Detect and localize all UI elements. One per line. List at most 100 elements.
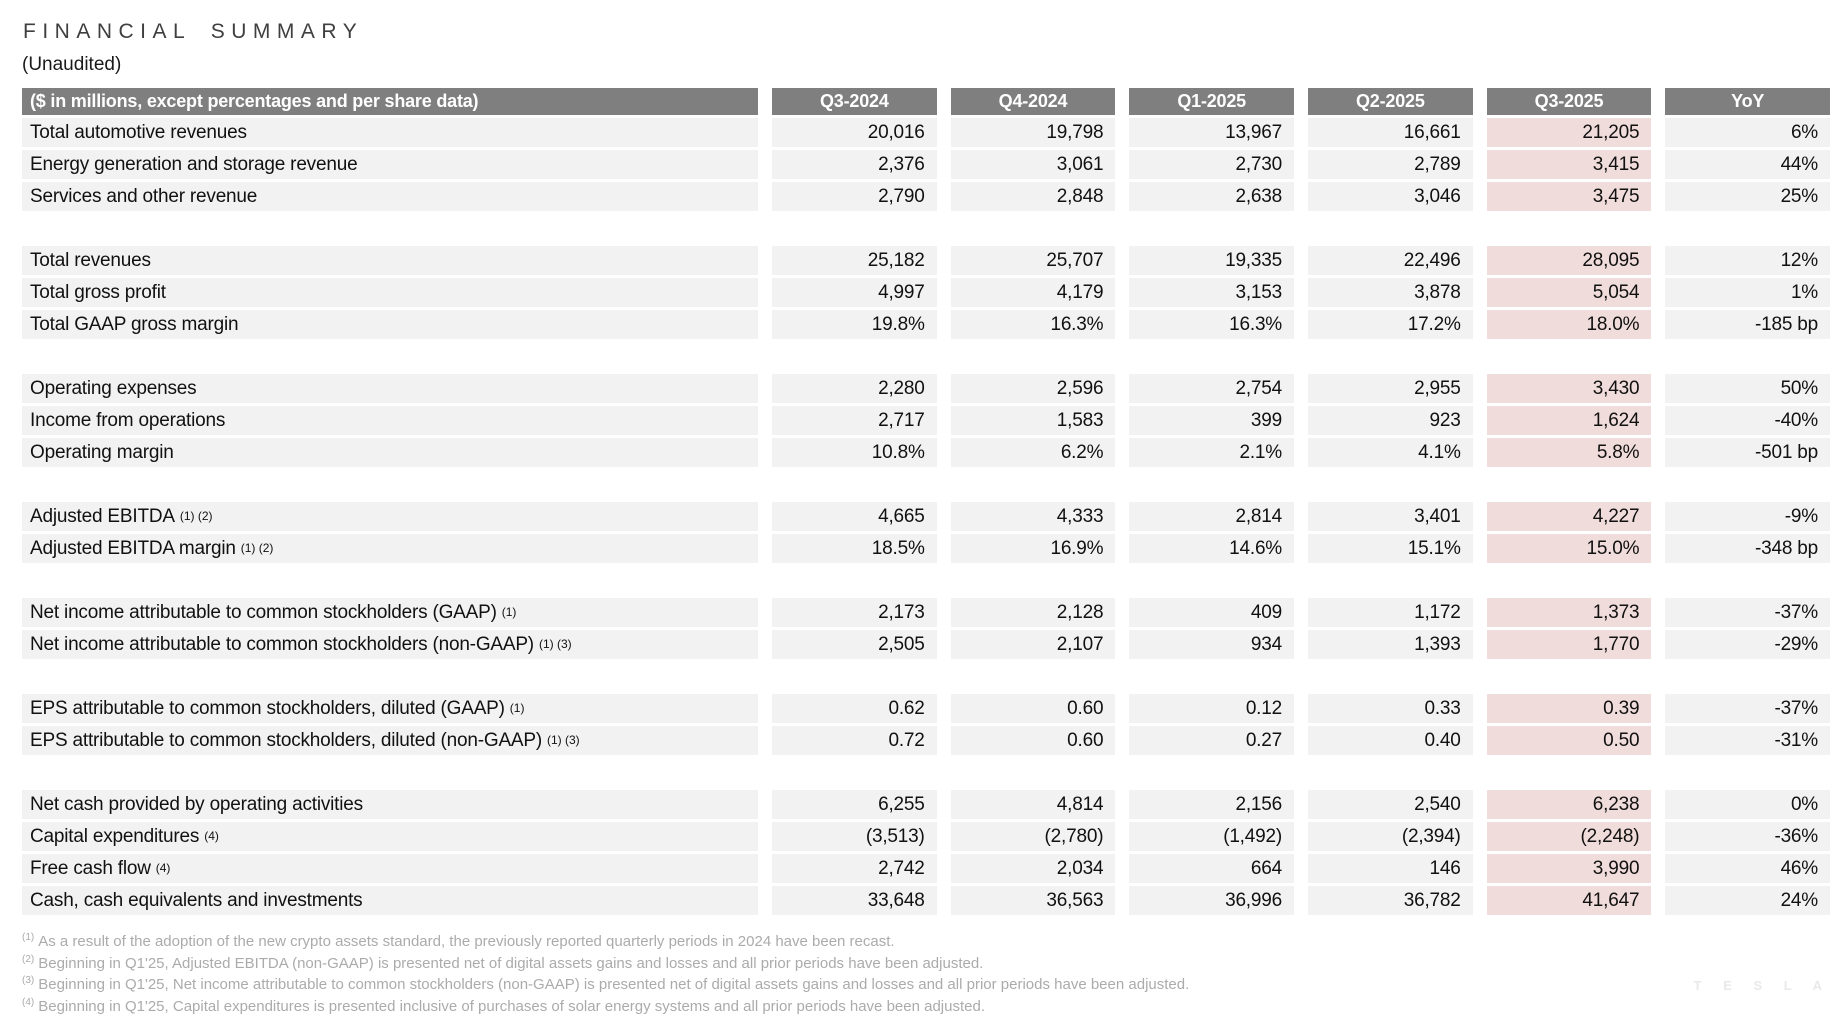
footnote-line: (2) Beginning in Q1'25, Adjusted EBITDA (… <box>22 953 1189 975</box>
value-cell: 2,730 <box>1129 150 1294 179</box>
row-label-cell: Free cash flow (4) <box>22 854 758 883</box>
value-cell: -36% <box>1665 822 1830 851</box>
value-cell: 934 <box>1129 630 1294 659</box>
footnote-marker: (1) <box>22 932 35 943</box>
spacer-row <box>22 662 1830 691</box>
footnote-line: (4) Beginning in Q1'25, Capital expenditu… <box>22 996 1189 1018</box>
value-cell: 15.1% <box>1308 534 1473 563</box>
value-cell: 2,789 <box>1308 150 1473 179</box>
value-cell: 19.8% <box>772 310 937 339</box>
row-label-cell: Adjusted EBITDA (1) (2) <box>22 502 758 531</box>
row-label: Operating margin <box>30 441 174 463</box>
value-cell: 0.39 <box>1486 694 1652 723</box>
table-row: Total automotive revenues 20,016 19,798 13,… <box>22 118 1830 147</box>
value-cell: 2,717 <box>772 406 937 435</box>
value-cell: (2,394) <box>1308 822 1473 851</box>
value-cell: 36,782 <box>1308 886 1473 915</box>
table-row: Capital expenditures (4) (3,513) (2,780) (1,… <box>22 822 1830 851</box>
header-col-q3-2024: Q3-2024 <box>772 88 937 115</box>
table-row: Total gross profit 4,997 4,179 3,153 3,878 5,… <box>22 278 1830 307</box>
value-cell: 3,401 <box>1308 502 1473 531</box>
spacer-row <box>22 566 1830 595</box>
value-cell: 17.2% <box>1308 310 1473 339</box>
table-row: EPS attributable to common stockholders,… <box>22 694 1830 723</box>
value-cell: 0.27 <box>1129 726 1294 755</box>
row-label: Services and other revenue <box>30 185 258 207</box>
value-cell: 3,430 <box>1486 374 1652 403</box>
value-cell: -9% <box>1665 502 1830 531</box>
value-cell: -37% <box>1665 598 1830 627</box>
value-cell: 3,475 <box>1486 182 1652 211</box>
row-label-cell: Capital expenditures (4) <box>22 822 758 851</box>
value-cell: (2,248) <box>1486 822 1652 851</box>
footnote-marker: (3) <box>22 975 35 986</box>
value-cell: 2,790 <box>772 182 937 211</box>
row-label: Net cash provided by operating activitie… <box>30 793 363 815</box>
value-cell: 3,046 <box>1308 182 1473 211</box>
row-label: EPS attributable to common stockholders,… <box>30 697 505 719</box>
value-cell: 22,496 <box>1308 246 1473 275</box>
table-row: Energy generation and storage revenue 2,3… <box>22 150 1830 179</box>
row-label: Adjusted EBITDA margin <box>30 537 236 559</box>
value-cell: 0.60 <box>950 726 1116 755</box>
value-cell: 19,335 <box>1129 246 1294 275</box>
value-cell: 46% <box>1665 854 1830 883</box>
row-label: Income from operations <box>30 409 226 431</box>
value-cell: 3,878 <box>1308 278 1473 307</box>
value-cell: 16.3% <box>1129 310 1294 339</box>
value-cell: 2,505 <box>772 630 937 659</box>
table-row: Services and other revenue 2,790 2,848 2,63… <box>22 182 1830 211</box>
row-label-cell: Net cash provided by operating activitie… <box>22 790 758 819</box>
value-cell: 19,798 <box>950 118 1116 147</box>
value-cell: 18.5% <box>772 534 937 563</box>
value-cell: 3,153 <box>1129 278 1294 307</box>
row-label: Net income attributable to common stockh… <box>30 633 534 655</box>
value-cell: 16.3% <box>950 310 1116 339</box>
value-cell: 4,179 <box>950 278 1116 307</box>
row-label: Net income attributable to common stockh… <box>30 601 497 623</box>
value-cell: 13,967 <box>1129 118 1294 147</box>
value-cell: -185 bp <box>1665 310 1830 339</box>
value-cell: 2,596 <box>950 374 1116 403</box>
row-label-cell: EPS attributable to common stockholders,… <box>22 726 758 755</box>
value-cell: 16.9% <box>950 534 1116 563</box>
value-cell: 2,173 <box>772 598 937 627</box>
footnote-text: As a result of the adoption of the new c… <box>38 933 895 950</box>
row-label-cell: Net income attributable to common stockh… <box>22 598 758 627</box>
value-cell: 4.1% <box>1308 438 1473 467</box>
footnote-marker: (2) <box>22 953 35 965</box>
value-cell: 36,996 <box>1129 886 1294 915</box>
value-cell: -40% <box>1665 406 1830 435</box>
value-cell: 16,661 <box>1308 118 1473 147</box>
value-cell: 44% <box>1665 150 1830 179</box>
row-label: Total automotive revenues <box>30 121 247 143</box>
value-cell: 399 <box>1129 406 1294 435</box>
row-label-cell: Energy generation and storage revenue <box>22 150 758 179</box>
value-cell: 5,054 <box>1486 278 1652 307</box>
value-cell: 10.8% <box>772 438 937 467</box>
value-cell: 18.0% <box>1486 310 1652 339</box>
header-col-q1-2025: Q1-2025 <box>1129 88 1294 115</box>
row-label: EPS attributable to common stockholders,… <box>30 729 543 751</box>
row-label: Cash, cash equivalents and investments <box>30 889 363 911</box>
value-cell: -501 bp <box>1665 438 1830 467</box>
value-cell: 4,665 <box>772 502 937 531</box>
value-cell: 3,415 <box>1486 150 1652 179</box>
row-label-cell: Total GAAP gross margin <box>22 310 758 339</box>
value-cell: 14.6% <box>1129 534 1294 563</box>
table-row: Free cash flow (4) 2,742 2,034 664 146 3,990 46… <box>22 854 1830 883</box>
row-label-cell: EPS attributable to common stockholders,… <box>22 694 758 723</box>
value-cell: -348 bp <box>1665 534 1830 563</box>
row-label-cell: Income from operations <box>22 406 758 435</box>
value-cell: 2.1% <box>1129 438 1294 467</box>
value-cell: 4,333 <box>950 502 1116 531</box>
header-col-q4-2024: Q4-2024 <box>950 88 1116 115</box>
header-col-yoy: YoY <box>1665 88 1830 115</box>
value-cell: 2,280 <box>772 374 937 403</box>
value-cell: 25,182 <box>772 246 937 275</box>
table-row: EPS attributable to common stockholders,… <box>22 726 1830 755</box>
value-cell: 36,563 <box>950 886 1116 915</box>
footnote-text: Beginning in Q1'25, Net income attributa… <box>38 976 1190 993</box>
value-cell: 15.0% <box>1486 534 1652 563</box>
